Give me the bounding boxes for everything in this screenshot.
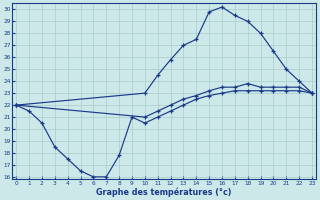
X-axis label: Graphe des températures (°c): Graphe des températures (°c) xyxy=(96,187,232,197)
